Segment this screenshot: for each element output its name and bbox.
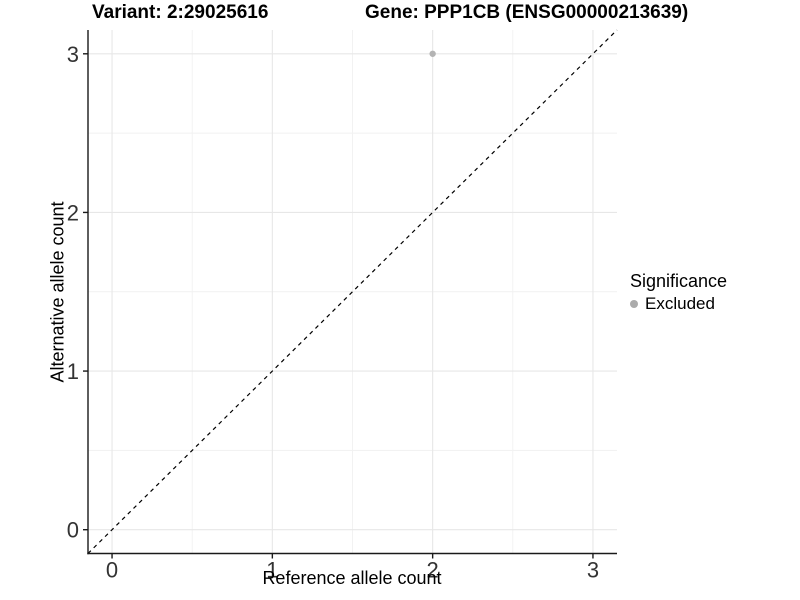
y-tick-label: 3 [67,42,79,67]
y-axis-title: Alternative allele count [47,201,68,383]
legend-point-icon [630,299,638,308]
plot-title-gene: Gene: PPP1CB (ENSG00000213639) [365,2,689,23]
x-tick-label: 0 [106,558,118,583]
data-point [429,50,436,57]
y-tick-label: 2 [67,200,79,225]
legend: Significance Excluded [630,271,727,313]
y-tick-label: 0 [67,518,79,543]
legend-title: Significance [630,271,728,291]
legend-item-excluded: Excluded [630,294,727,313]
x-tick-label: 1 [266,558,278,583]
plot-title-variant: Variant: 2:29025616 [92,2,269,23]
x-tick-label: 2 [427,558,439,583]
legend-item-label: Excluded [645,294,715,313]
x-tick-label: 3 [587,558,599,583]
x-axis-title: Reference allele count [262,568,442,588]
y-tick-label: 1 [67,359,79,384]
